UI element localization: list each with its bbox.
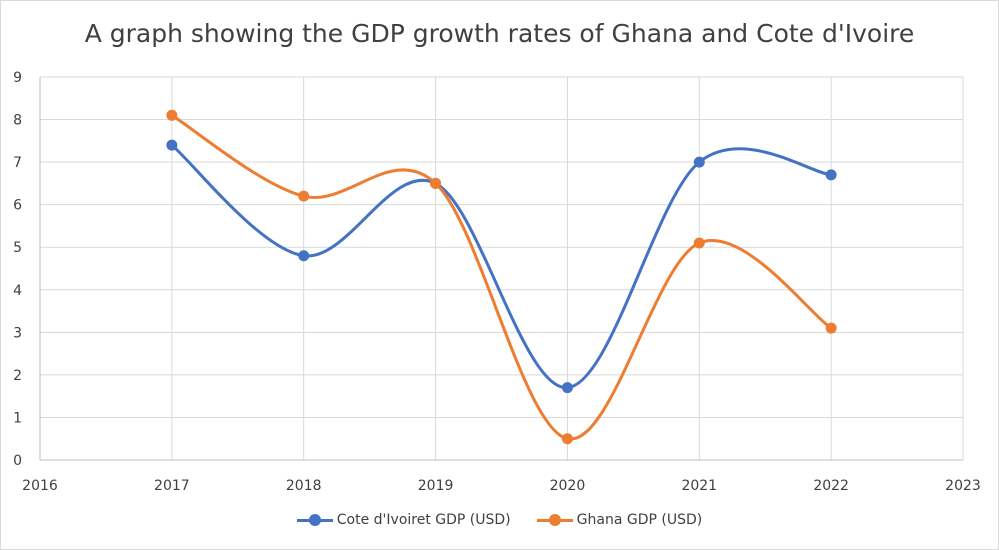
- y-tick-label-4: 4: [13, 283, 22, 299]
- y-tick-label-0: 0: [13, 453, 22, 469]
- y-tick-label-7: 7: [13, 155, 22, 171]
- x-tick-label-2016: 2016: [22, 478, 58, 494]
- legend-label-cote-divoire: Cote d'Ivoiret GDP (USD): [336, 512, 511, 528]
- x-tick-label-2021: 2021: [681, 478, 717, 494]
- data-point-ghana-2021: [693, 237, 705, 249]
- legend-item-ghana[interactable]: Ghana GDP (USD): [536, 512, 703, 528]
- data-point-ghana-2020: [561, 433, 573, 445]
- legend-item-cote-divoire[interactable]: Cote d'Ivoiret GDP (USD): [296, 512, 511, 528]
- data-point-cote-divoire-2021: [693, 156, 705, 168]
- y-tick-label-8: 8: [13, 113, 22, 129]
- data-point-cote-divoire-2020: [561, 382, 573, 394]
- tick-labels: 0 1 2 3 4 5 6 7 8 9 2016 2017 2018 2019 2020 2021 2022 20…: [13, 70, 981, 494]
- series-lines: [170, 113, 833, 441]
- x-tick-label-2019: 2019: [418, 478, 454, 494]
- data-point-ghana-2019: [430, 177, 442, 189]
- grid-lines: [40, 76, 964, 460]
- x-tick-label-2018: 2018: [286, 478, 322, 494]
- data-point-ghana-2018: [298, 190, 310, 202]
- series-line-ghana: [170, 113, 833, 441]
- y-tick-label-2: 2: [13, 368, 22, 384]
- legend-swatch-cote-divoire: [296, 514, 333, 526]
- x-tick-label-2020: 2020: [550, 478, 586, 494]
- x-tick-label-2023: 2023: [945, 478, 981, 494]
- y-tick-label-9: 9: [13, 70, 22, 86]
- chart-title: A graph showing the GDP growth rates of …: [84, 19, 915, 48]
- series-markers: [166, 109, 837, 445]
- data-point-cote-divoire-2017: [166, 139, 178, 151]
- legend: Cote d'Ivoiret GDP (USD) Ghana GDP (USD): [1, 512, 998, 528]
- data-point-ghana-2022: [825, 322, 837, 334]
- data-point-cote-divoire-2018: [298, 250, 310, 262]
- y-tick-label-3: 3: [13, 325, 22, 341]
- legend-swatch-ghana: [536, 514, 573, 526]
- axes: [39, 77, 963, 461]
- y-tick-label-6: 6: [13, 198, 22, 214]
- y-tick-label-1: 1: [13, 410, 22, 426]
- y-tick-label-5: 5: [13, 240, 22, 256]
- x-tick-label-2022: 2022: [813, 478, 849, 494]
- x-tick-label-2017: 2017: [154, 478, 190, 494]
- data-point-cote-divoire-2022: [825, 169, 837, 181]
- legend-label-ghana: Ghana GDP (USD): [576, 512, 703, 528]
- data-point-ghana-2017: [166, 109, 178, 121]
